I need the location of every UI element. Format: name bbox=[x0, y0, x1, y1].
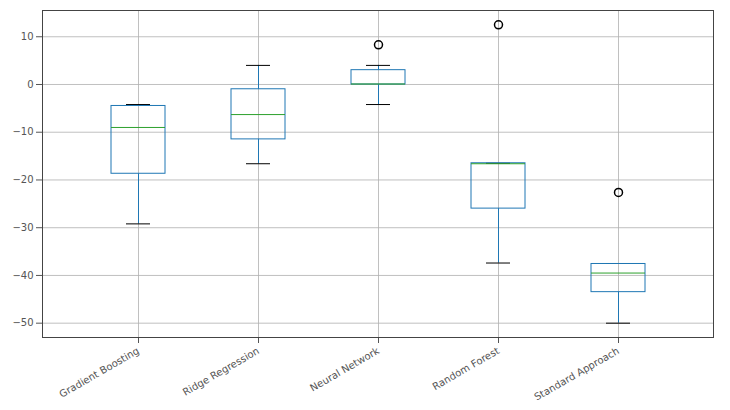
svg-text:0: 0 bbox=[27, 79, 33, 90]
svg-text:−10: −10 bbox=[12, 126, 33, 137]
svg-text:−30: −30 bbox=[12, 222, 33, 233]
svg-text:10: 10 bbox=[21, 31, 34, 42]
svg-text:Random Forest: Random Forest bbox=[430, 345, 501, 392]
svg-text:−50: −50 bbox=[12, 317, 33, 328]
svg-text:−20: −20 bbox=[12, 174, 33, 185]
svg-text:Neural Network: Neural Network bbox=[308, 345, 381, 394]
svg-text:Ridge Regression: Ridge Regression bbox=[181, 345, 261, 398]
svg-text:Standard Approach: Standard Approach bbox=[532, 345, 621, 403]
svg-text:Gradient Boosting: Gradient Boosting bbox=[57, 345, 141, 400]
svg-text:−40: −40 bbox=[12, 270, 33, 281]
